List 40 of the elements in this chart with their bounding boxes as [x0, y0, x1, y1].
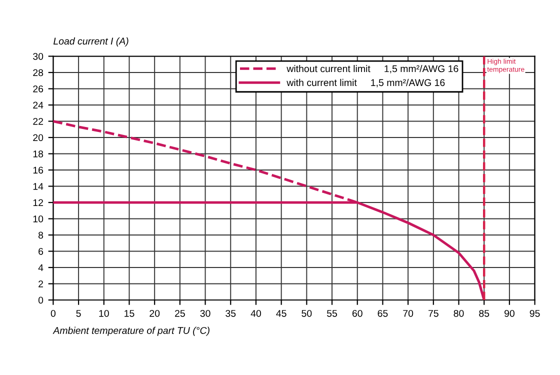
legend-label: with current limit 1,5 mm²/AWG 16 — [286, 78, 445, 88]
y-tick-label: 4 — [38, 264, 44, 272]
x-tick-label: 75 — [428, 310, 438, 317]
x-tick-label: 35 — [226, 310, 236, 317]
y-tick-label: 0 — [38, 296, 44, 304]
x-tick-label: 45 — [276, 310, 286, 317]
x-tick-label: 0 — [50, 310, 56, 317]
x-tick-label: 85 — [479, 310, 490, 317]
y-tick-label: 20 — [33, 134, 44, 142]
y-tick-label: 12 — [33, 199, 43, 206]
x-tick-label: 55 — [327, 310, 338, 317]
y-tick-label: 8 — [38, 232, 44, 239]
y-tick-label: 26 — [33, 85, 44, 92]
y-tick-label: 18 — [33, 150, 44, 158]
x-tick-label: 5 — [76, 310, 81, 317]
x-tick-label: 65 — [378, 310, 388, 317]
x-tick-label: 95 — [530, 310, 540, 317]
x-tick-label: 30 — [200, 310, 210, 317]
x-tick-label: 80 — [454, 310, 464, 317]
x-tick-label: 20 — [150, 310, 160, 317]
y-tick-label: 6 — [38, 248, 44, 255]
x-tick-label: 15 — [124, 310, 134, 317]
y-tick-label: 16 — [33, 166, 44, 174]
x-tick-label: 90 — [504, 310, 514, 317]
y-tick-label: 30 — [33, 52, 44, 60]
x-tick-label: 60 — [352, 310, 362, 317]
y-tick-label: 2 — [38, 280, 43, 288]
y-tick-label: 14 — [33, 183, 44, 190]
x-tick-label: 70 — [403, 310, 414, 317]
y-tick-label: 24 — [33, 102, 44, 109]
x-tick-label: 40 — [250, 310, 262, 317]
y-tick-label: 28 — [33, 69, 44, 76]
x-axis-title: Ambient temperature of part TU (°C) — [52, 326, 210, 336]
legend-label: without current limit 1,5 mm²/AWG 16 — [286, 65, 458, 74]
x-tick-label: 25 — [175, 310, 185, 317]
y-tick-label: 10 — [33, 215, 44, 222]
y-axis-title: Load current I (A) — [54, 37, 128, 46]
x-tick-label: 50 — [302, 310, 312, 317]
x-tick-label: 10 — [99, 310, 109, 317]
y-tick-label: 22 — [33, 118, 43, 125]
